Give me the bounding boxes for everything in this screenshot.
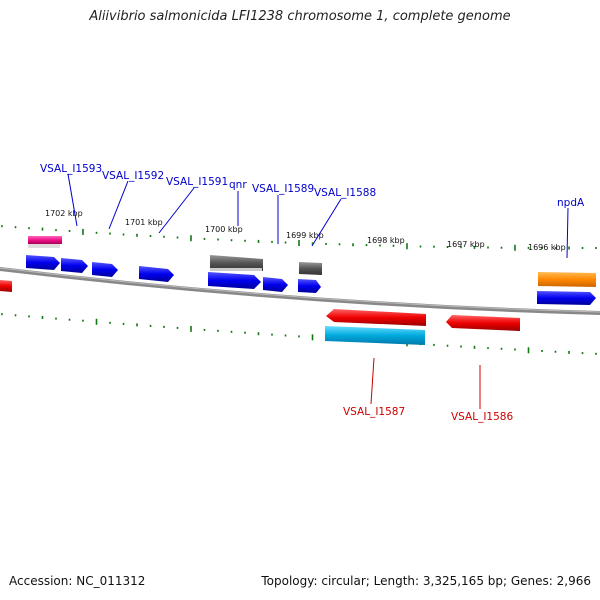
gene-label-qnr: qnr <box>229 179 247 191</box>
kbp-tick-labels: 1702 kbp 1701 kbp 1700 kbp 1699 kbp 1698… <box>45 209 566 252</box>
forward-cds-1588 <box>298 279 321 293</box>
gene-label-VSAL_I1593: VSAL_I1593 <box>40 163 102 175</box>
forward-cds-1593 <box>26 255 60 270</box>
gene-label-VSAL_I1591: VSAL_I1591 <box>166 176 228 188</box>
backbone-line <box>0 267 600 315</box>
tick-label-1700: 1700 kbp <box>205 225 243 234</box>
gene-qnr <box>210 255 263 271</box>
rna-feature <box>28 236 62 244</box>
tick-label-1699: 1699 kbp <box>286 231 324 240</box>
tick-label-1696: 1696 kbp <box>528 243 566 252</box>
gene-label-VSAL_I1592: VSAL_I1592 <box>102 170 164 182</box>
forward-cds-1591 <box>92 262 118 277</box>
gene-labels: VSAL_I1593 VSAL_I1592 VSAL_I1591 qnr VSA… <box>40 163 585 423</box>
map-title: Aliivibrio salmonicida LFI1238 chromosom… <box>89 9 511 24</box>
label-leaders <box>67 173 569 409</box>
orange-feature-npdA <box>538 272 596 287</box>
tick-label-1698: 1698 kbp <box>367 236 405 245</box>
gc-skew-upper <box>1 225 597 251</box>
forward-cds-qnr <box>208 272 261 289</box>
accession-text: Accession: NC_011312 <box>9 574 146 588</box>
reverse-cds-1586 <box>446 315 520 331</box>
forward-cds-1591b <box>139 266 174 282</box>
gene-label-npdA: npdA <box>557 197 585 209</box>
gene-label-VSAL_I1587: VSAL_I1587 <box>343 406 405 418</box>
tick-label-1697: 1697 kbp <box>447 240 485 249</box>
reverse-cds-left-edge <box>0 280 12 292</box>
gene-label-VSAL_I1586: VSAL_I1586 <box>451 411 513 423</box>
tick-label-1702: 1702 kbp <box>45 209 83 218</box>
gene-label-VSAL_I1589: VSAL_I1589 <box>252 183 314 195</box>
forward-cds-1589 <box>263 277 288 292</box>
gene-1588 <box>299 262 322 275</box>
gene-label-VSAL_I1588: VSAL_I1588 <box>314 187 376 199</box>
forward-cds-1592 <box>61 258 88 273</box>
tick-label-1701: 1701 kbp <box>125 218 163 227</box>
cyan-feature-1587 <box>325 326 425 345</box>
forward-cds-npdA <box>537 291 596 305</box>
genome-summary-text: Topology: circular; Length: 3,325,165 bp… <box>261 574 591 588</box>
reverse-cds-1587 <box>326 309 426 326</box>
